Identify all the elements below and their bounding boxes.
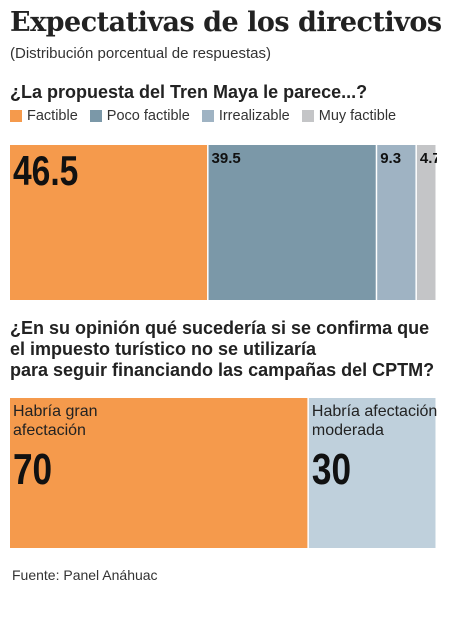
question-2-line: el impuesto turístico no se utilizaría (10, 339, 317, 359)
question-2-title: ¿En su opinión qué sucedería si se confi… (10, 318, 440, 381)
legend-swatch (301, 110, 314, 122)
data-label: 30 (312, 445, 351, 494)
data-label: 4.7 (420, 150, 437, 167)
legend-swatch (89, 110, 102, 122)
data-label: 70 (13, 445, 52, 494)
bar-segment (10, 398, 308, 548)
bar-segment (308, 398, 436, 548)
category-label: afectación (13, 422, 86, 439)
bar-segment (208, 145, 376, 300)
legend-item-muy-factible: Muy factible (301, 108, 397, 124)
legend-item-factible: Factible (10, 108, 78, 124)
category-label: moderada (312, 422, 384, 439)
bar-segment (10, 145, 208, 300)
bar-segment (416, 145, 436, 300)
legend: Factible Poco factible Irrealizable Muy … (10, 108, 408, 124)
legend-swatch (201, 110, 214, 122)
chart-title: Expectativas de los directivos (10, 7, 442, 38)
source-note: Fuente: Panel Anáhuac (12, 567, 158, 583)
stacked-bar-chart-tren-maya: 46.5 39.5 9.3 4.7 (10, 145, 437, 300)
question-2-line: ¿En su opinión qué sucedería si se confi… (10, 318, 430, 338)
question-2-line: para seguir financiando las campañas del… (10, 360, 435, 380)
legend-swatch (10, 110, 22, 122)
question-1-title: ¿La propuesta del Tren Maya le parece...… (10, 82, 368, 102)
legend-label: Muy factible (318, 108, 397, 124)
category-label: Habría gran (13, 403, 98, 420)
data-label: 46.5 (13, 149, 78, 195)
stacked-bar-chart-cptm: Habría gran afectación 70 Habría afectación… (10, 398, 437, 548)
legend-label: Poco factible (106, 108, 190, 124)
bar-segment (377, 145, 416, 300)
data-label: 9.3 (380, 150, 401, 167)
chart-subtitle: (Distribución porcentual de respuestas) (10, 45, 271, 62)
legend-item-irrealizable: Irrealizable (201, 108, 290, 124)
legend-item-poco-factible: Poco factible (89, 108, 190, 124)
data-label: 39.5 (212, 150, 241, 167)
category-label: Habría afectación (312, 403, 437, 420)
legend-label: Factible (27, 108, 78, 124)
legend-label: Irrealizable (218, 108, 290, 124)
